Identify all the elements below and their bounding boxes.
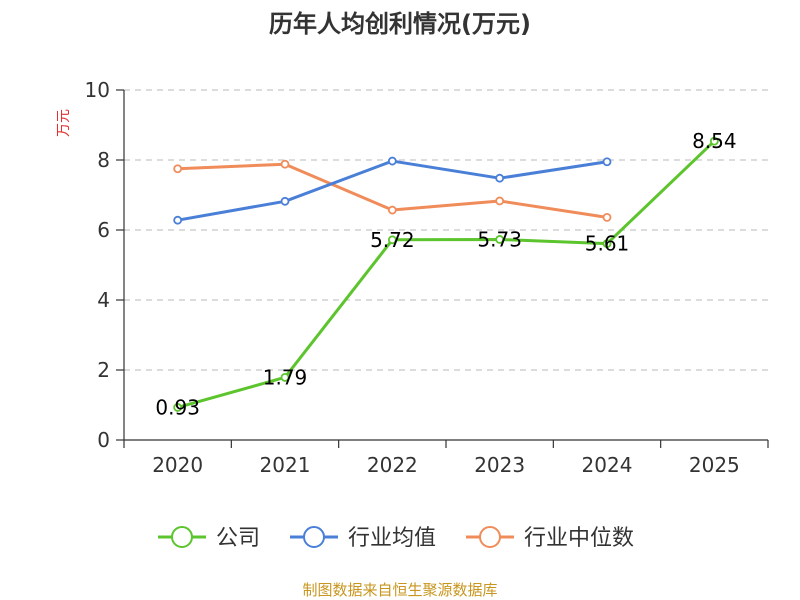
data-point[interactable]	[280, 159, 290, 169]
series-line	[177, 140, 716, 409]
y-tick-label: 0	[97, 428, 110, 452]
data-point[interactable]	[602, 157, 612, 167]
legend-swatch-marker	[303, 526, 325, 548]
data-point[interactable]	[495, 173, 505, 183]
data-point[interactable]	[387, 235, 397, 245]
y-tick-label: 2	[97, 358, 110, 382]
data-point[interactable]	[387, 205, 397, 215]
legend-label: 公司	[216, 526, 260, 551]
series-2	[173, 159, 612, 222]
data-label: 1.79	[263, 365, 308, 389]
grid	[124, 89, 768, 371]
data-point[interactable]	[602, 239, 612, 249]
x-tick-label: 2025	[689, 453, 740, 477]
data-point[interactable]	[495, 196, 505, 206]
legend-swatch-marker	[171, 526, 193, 548]
data-point[interactable]	[173, 215, 183, 225]
data-point[interactable]	[280, 372, 290, 382]
x-tick-label: 2020	[152, 453, 203, 477]
y-tick-label: 4	[97, 288, 110, 312]
data-point[interactable]	[602, 212, 612, 222]
chart-title: 历年人均创利情况(万元)	[269, 10, 531, 38]
legend-label: 行业中位数	[524, 526, 634, 551]
x-tick-label: 2024	[582, 453, 633, 477]
legend-label: 行业均值	[348, 526, 436, 551]
data-label: 5.73	[477, 227, 522, 251]
x-tick-label: 2022	[367, 453, 418, 477]
data-point[interactable]	[173, 403, 183, 412]
data-labels: 0.93 1.79 5.72 5.73 5.61 8.54	[155, 129, 736, 419]
x-tick-label: 2021	[260, 453, 311, 477]
data-label: 8.54	[692, 129, 737, 153]
y-tick-label: 10	[85, 78, 110, 102]
data-point[interactable]	[280, 196, 290, 206]
data-label: 0.93	[155, 395, 200, 419]
legend-item-0[interactable]: 公司	[158, 526, 260, 551]
series-0	[173, 136, 719, 412]
y-tick-label: 6	[97, 218, 110, 242]
legend-item-2[interactable]: 行业中位数	[466, 526, 634, 551]
x-tick-label: 2023	[474, 453, 525, 477]
y-tick-label: 8	[97, 148, 110, 172]
y-axis-label: 万元	[56, 109, 72, 137]
axes: 0 2 4 6 8 10 2020 2021 2022 2023 2024 2025	[85, 78, 769, 477]
series-1	[173, 156, 612, 225]
data-label: 5.61	[585, 232, 630, 256]
legend[interactable]: 公司 行业均值 行业中位数	[158, 526, 634, 551]
series-group	[173, 136, 719, 412]
source-note: 制图数据来自恒生聚源数据库	[302, 581, 497, 599]
data-point[interactable]	[387, 156, 397, 166]
data-point[interactable]	[709, 136, 719, 146]
legend-swatch-marker	[479, 526, 501, 548]
data-point[interactable]	[495, 235, 505, 244]
legend-item-1[interactable]: 行业均值	[290, 526, 436, 551]
data-label: 5.72	[370, 228, 415, 252]
data-point[interactable]	[173, 164, 183, 174]
